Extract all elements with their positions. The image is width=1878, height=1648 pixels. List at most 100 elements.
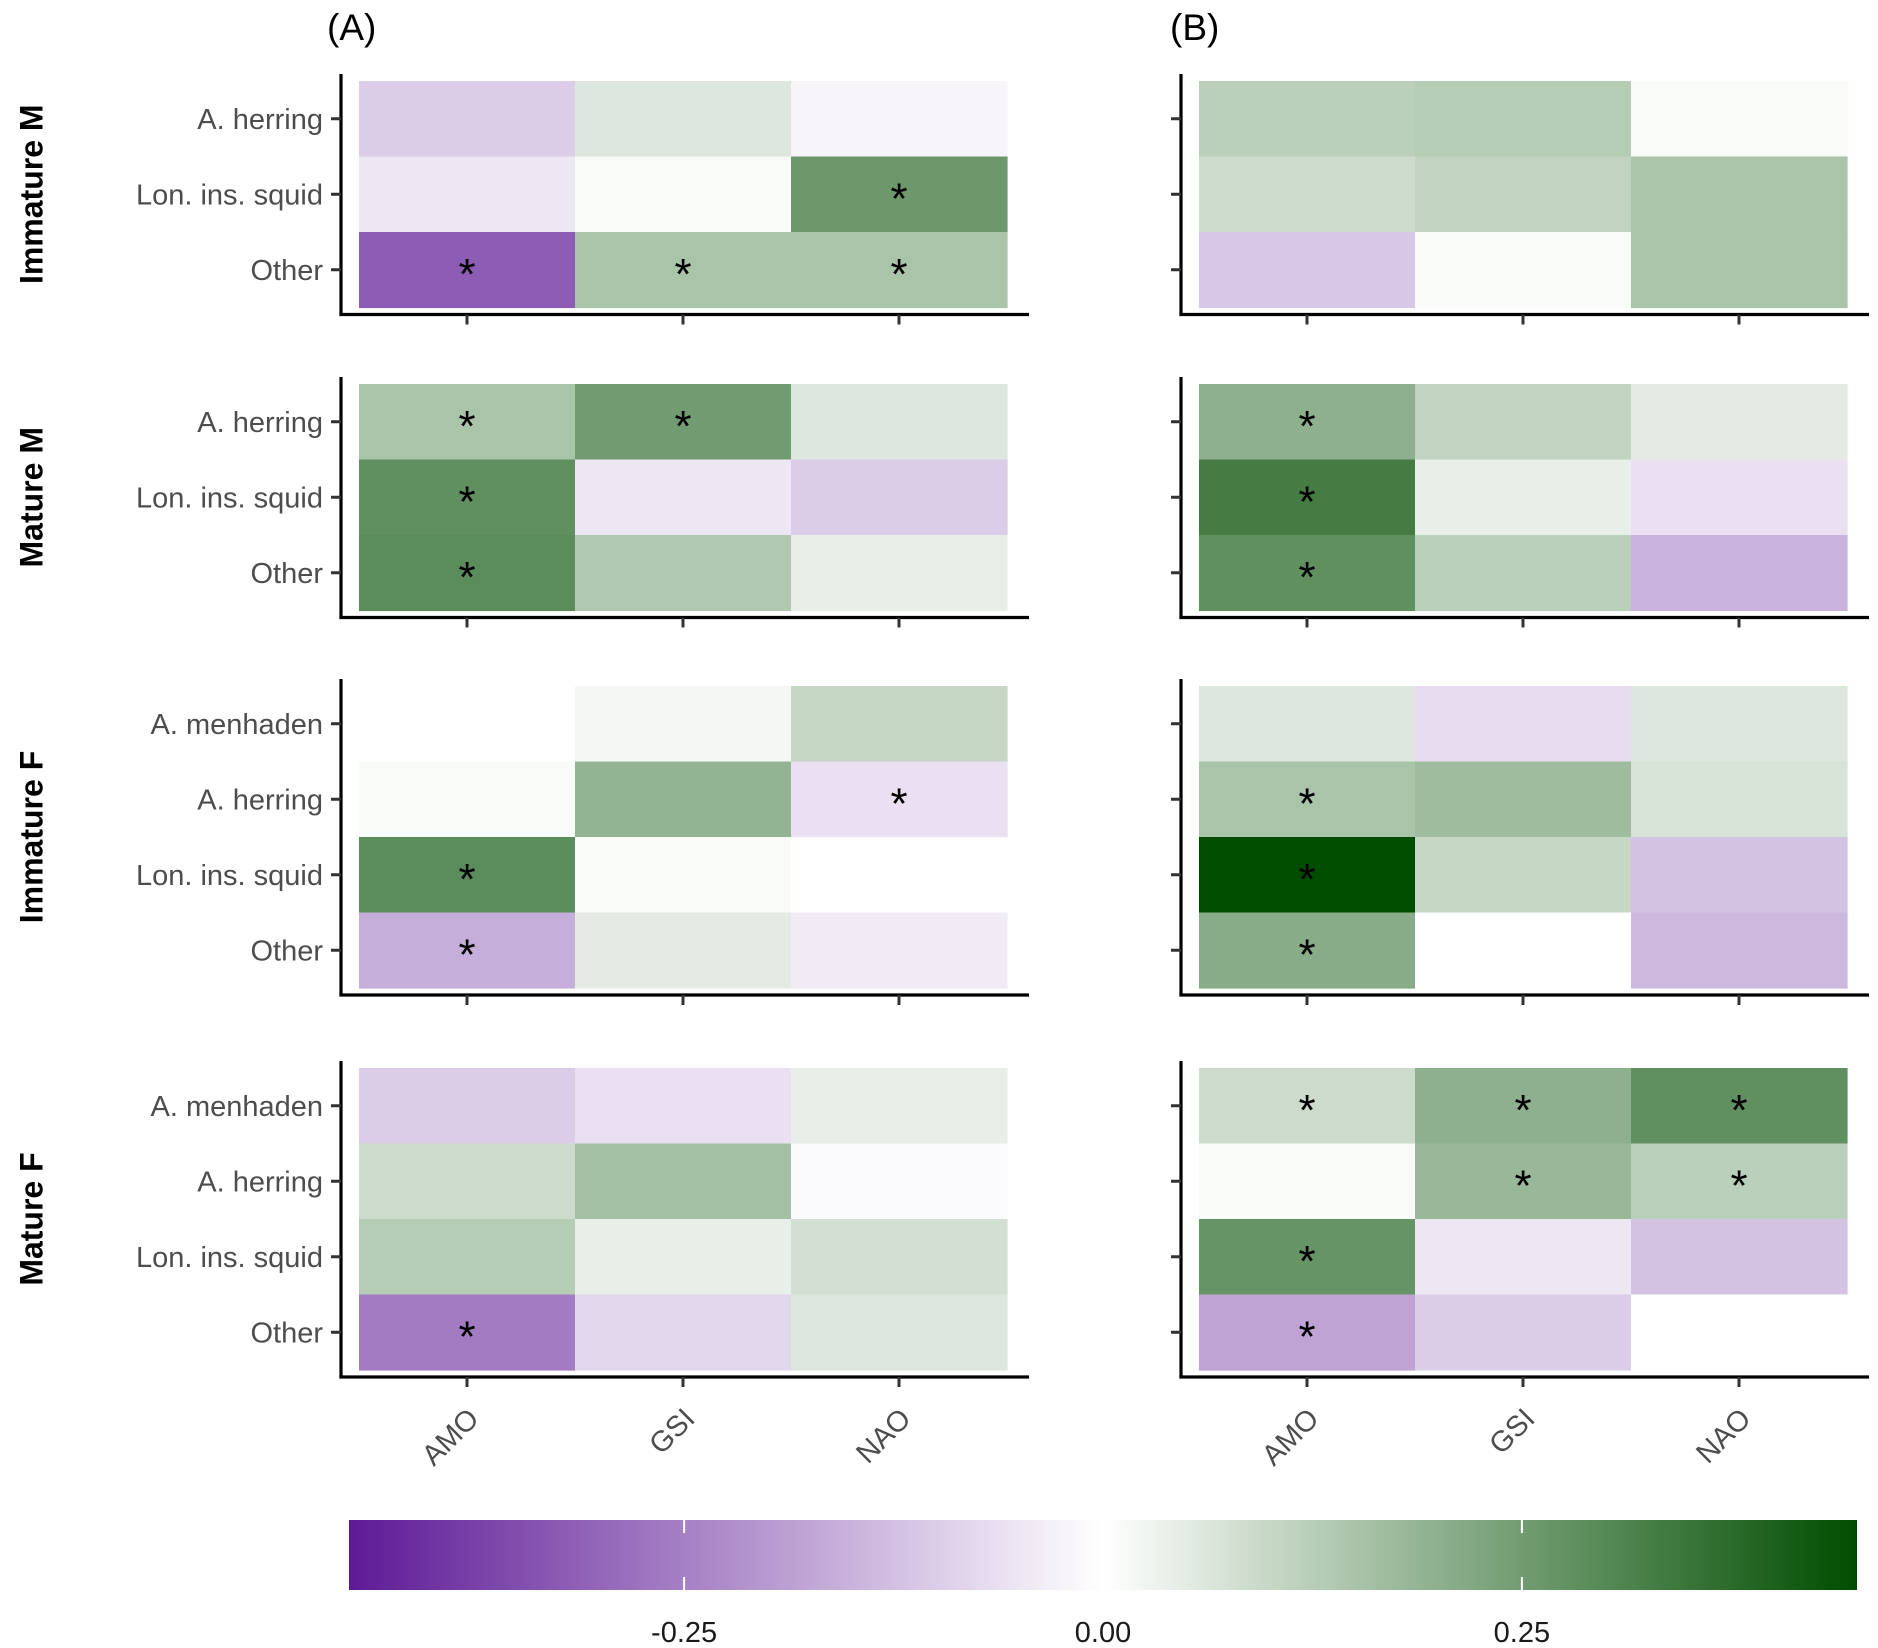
heatmap-cell xyxy=(1199,81,1416,158)
heatmap-cell xyxy=(575,1294,792,1371)
group-label: Immature M xyxy=(13,104,49,284)
heatmap-cell xyxy=(1415,761,1632,838)
heatmap-cell xyxy=(1199,761,1416,838)
x-tick-label: NAO xyxy=(850,1403,917,1470)
significance-star: * xyxy=(1514,1161,1531,1210)
heatmap-cell xyxy=(1631,837,1848,914)
heatmap-cell xyxy=(575,232,792,309)
significance-star: * xyxy=(1730,1161,1747,1210)
significance-star: * xyxy=(1298,1237,1315,1286)
heatmap-cell xyxy=(575,837,792,914)
x-tick-label: NAO xyxy=(1690,1403,1757,1470)
heatmap-cell xyxy=(1415,686,1632,763)
x-tick-label: GSI xyxy=(1483,1403,1541,1461)
heatmap-cell xyxy=(791,1143,1008,1220)
significance-star: * xyxy=(1298,1086,1315,1135)
y-tick-label: Lon. ins. squid xyxy=(136,482,323,514)
heatmap-cell xyxy=(1631,535,1848,612)
heatmap-cell xyxy=(791,459,1008,536)
heatmap-cell xyxy=(575,761,792,838)
heatmap-cell xyxy=(359,156,576,233)
heatmap-cell xyxy=(1631,384,1848,461)
heatmap-cell xyxy=(1415,535,1632,612)
heatmap-cell xyxy=(359,81,576,158)
significance-star: * xyxy=(890,174,907,223)
heatmap-cell xyxy=(359,232,576,309)
heatmap-cell xyxy=(1415,912,1632,989)
y-tick-label: A. herring xyxy=(197,104,323,136)
heatmap-cell xyxy=(791,686,1008,763)
significance-star: * xyxy=(458,1312,475,1361)
heatmap-cell xyxy=(359,837,576,914)
colorbar-tick-label: 0.25 xyxy=(1494,1617,1550,1648)
heatmap-cell xyxy=(791,156,1008,233)
heatmap-cell xyxy=(1631,686,1848,763)
y-tick-label: Other xyxy=(250,935,323,967)
heatmap-cell xyxy=(1415,1219,1632,1296)
significance-star: * xyxy=(458,402,475,451)
heatmap-cell xyxy=(1199,1219,1416,1296)
significance-star: * xyxy=(674,402,691,451)
y-tick-label: A. menhaden xyxy=(150,1091,323,1123)
heatmap-cell xyxy=(1415,384,1632,461)
heatmap-cell xyxy=(791,535,1008,612)
y-tick-label: Lon. ins. squid xyxy=(136,179,323,211)
heatmap-cell xyxy=(1199,156,1416,233)
significance-star: * xyxy=(1298,1312,1315,1361)
y-tick-label: A. herring xyxy=(197,407,323,439)
x-tick-label: AMO xyxy=(1256,1403,1325,1472)
heatmap-cell xyxy=(575,686,792,763)
significance-star: * xyxy=(1298,553,1315,602)
significance-star: * xyxy=(890,779,907,828)
heatmap-cell xyxy=(359,912,576,989)
y-tick-label: Lon. ins. squid xyxy=(136,860,323,892)
y-tick-label: A. menhaden xyxy=(150,709,323,741)
heatmap-cell xyxy=(575,156,792,233)
significance-star: * xyxy=(458,855,475,904)
heatmap-cell xyxy=(359,761,576,838)
group-label: Immature F xyxy=(13,751,49,923)
heatmap-cell xyxy=(791,384,1008,461)
heatmap-cell xyxy=(359,1294,576,1371)
panel-label: (B) xyxy=(1170,7,1219,48)
plot-layer: (A) (B) Immature M * * * * A. herring Lon. ins. … xyxy=(13,7,1869,1472)
heatmap-cell xyxy=(1631,156,1848,233)
heatmap-cell xyxy=(1199,1294,1416,1371)
heatmap-cell xyxy=(1631,1219,1848,1296)
significance-star: * xyxy=(1298,930,1315,979)
heatmap-cell xyxy=(791,837,1008,914)
heatmap-cell xyxy=(1199,686,1416,763)
heatmap-cell xyxy=(791,912,1008,989)
heatmap-cell xyxy=(1631,1294,1848,1371)
heatmap-cell xyxy=(1631,761,1848,838)
y-tick-label: Other xyxy=(250,1317,323,1349)
y-tick-label: Lon. ins. squid xyxy=(136,1242,323,1274)
heatmap-cell xyxy=(575,459,792,536)
heatmap-cell xyxy=(1631,459,1848,536)
heatmap-cell xyxy=(1199,1143,1416,1220)
heatmap-cell xyxy=(1631,1068,1848,1145)
heatmap-cell xyxy=(791,232,1008,309)
significance-star: * xyxy=(1298,779,1315,828)
heatmap-cell xyxy=(791,761,1008,838)
heatmap-cell xyxy=(359,459,576,536)
heatmap-cell xyxy=(1415,1143,1632,1220)
significance-star: * xyxy=(1298,402,1315,451)
heatmap-cell xyxy=(359,1068,576,1145)
heatmap-cell xyxy=(359,1219,576,1296)
heatmap-cell xyxy=(1199,837,1416,914)
heatmap-cell xyxy=(1631,81,1848,158)
heatmap-cell xyxy=(1415,837,1632,914)
y-tick-label: A. herring xyxy=(197,1166,323,1198)
heatmap-cell xyxy=(359,686,576,763)
significance-star: * xyxy=(890,250,907,299)
significance-star: * xyxy=(674,250,691,299)
heatmap-cell xyxy=(1415,1068,1632,1145)
heatmap-cell xyxy=(1415,81,1632,158)
heatmap-cell xyxy=(359,535,576,612)
heatmap-cell xyxy=(575,535,792,612)
heatmap-cell xyxy=(575,81,792,158)
y-tick-label: Other xyxy=(250,255,323,287)
heatmap-cell xyxy=(1199,535,1416,612)
